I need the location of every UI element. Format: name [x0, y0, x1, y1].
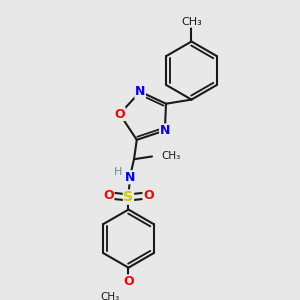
Text: O: O — [114, 107, 125, 121]
Text: N: N — [160, 124, 170, 137]
Text: N: N — [135, 85, 145, 98]
Text: CH₃: CH₃ — [162, 152, 181, 161]
Text: S: S — [124, 190, 134, 204]
Text: O: O — [143, 189, 154, 202]
Text: O: O — [123, 275, 134, 288]
Text: H: H — [114, 167, 122, 177]
Text: CH₃: CH₃ — [101, 292, 120, 300]
Text: CH₃: CH₃ — [181, 17, 202, 27]
Text: N: N — [125, 171, 135, 184]
Text: O: O — [103, 189, 114, 202]
